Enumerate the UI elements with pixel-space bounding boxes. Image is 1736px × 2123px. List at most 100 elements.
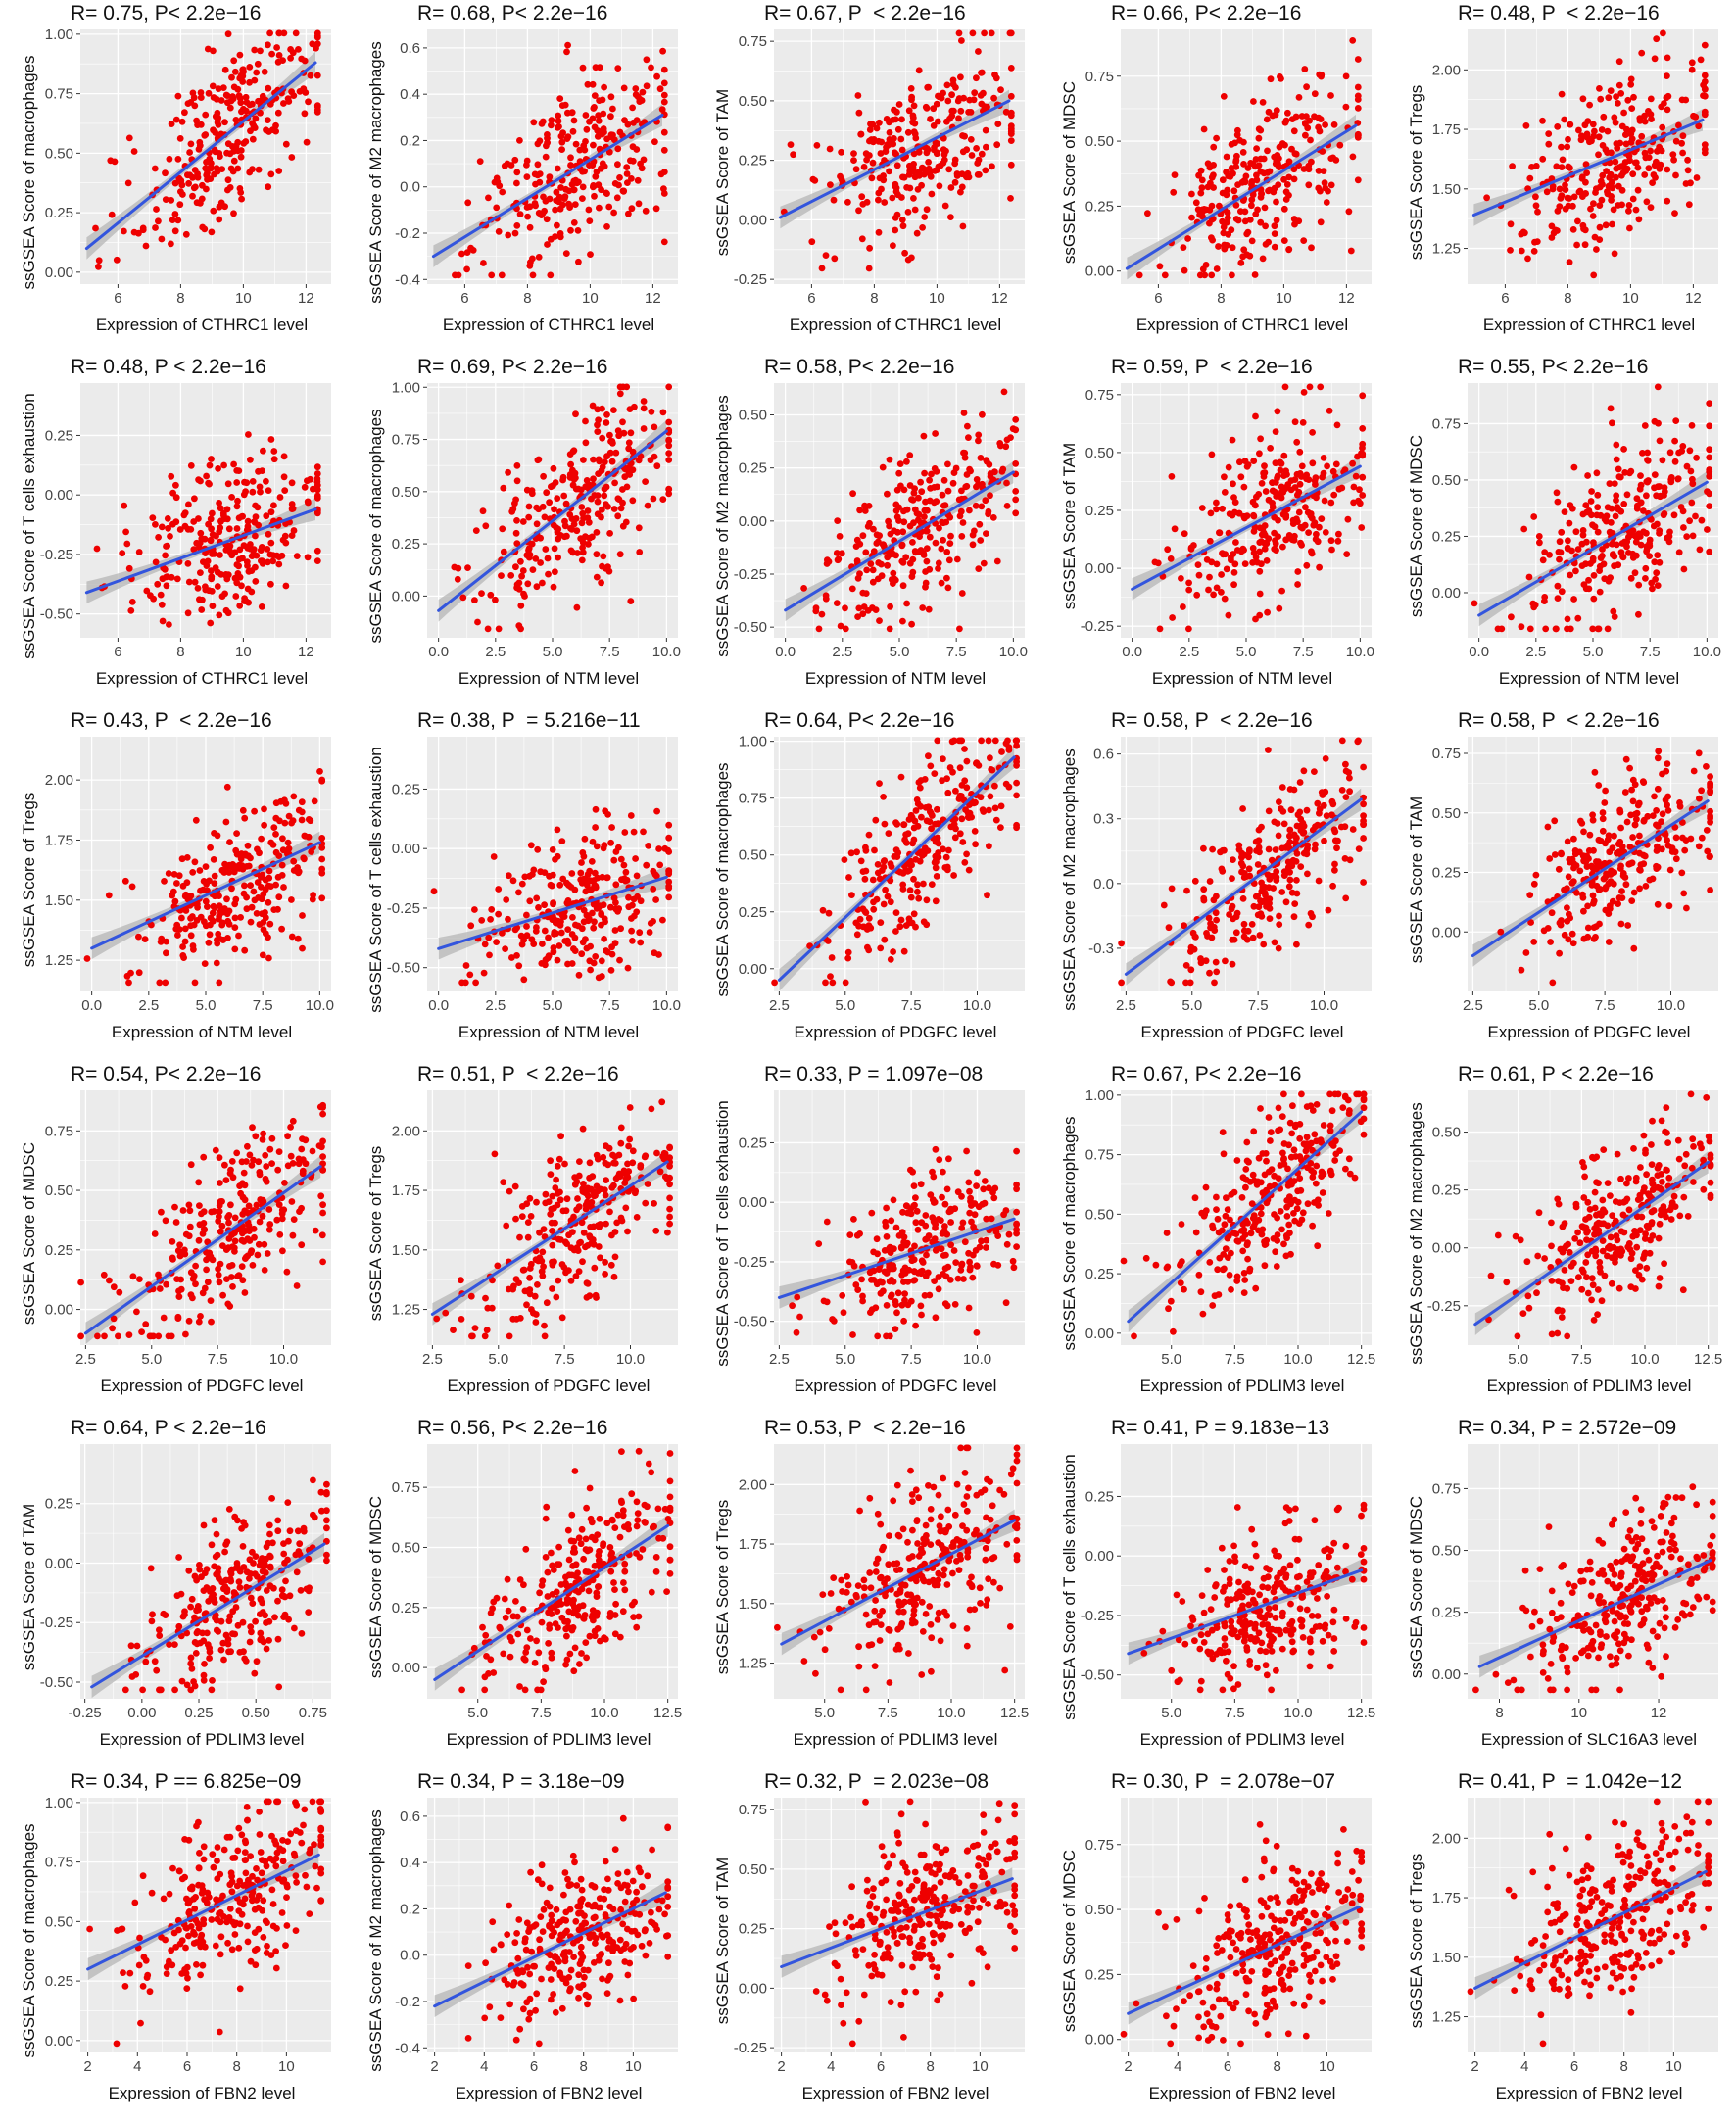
- x-tick-label: 12: [1685, 290, 1702, 307]
- data-point: [879, 541, 887, 548]
- data-point: [1698, 516, 1706, 524]
- data-point: [287, 1124, 294, 1131]
- data-point: [665, 383, 673, 391]
- data-point: [923, 896, 931, 904]
- data-point: [1651, 558, 1659, 566]
- data-point: [554, 826, 561, 834]
- panel-title: R= 0.58, P< 2.2e−16: [764, 356, 955, 378]
- data-point: [1235, 845, 1243, 853]
- data-point: [1583, 852, 1591, 860]
- data-point: [951, 834, 959, 842]
- data-point: [1246, 847, 1253, 855]
- data-point: [1170, 188, 1178, 196]
- data-point: [275, 52, 283, 59]
- data-point: [1156, 625, 1164, 633]
- data-point: [316, 768, 323, 775]
- data-point: [1701, 111, 1709, 119]
- data-point: [898, 146, 906, 154]
- data-point: [1670, 156, 1677, 164]
- data-point: [1164, 546, 1172, 554]
- data-point: [1213, 968, 1221, 976]
- data-point: [1706, 400, 1713, 407]
- data-point: [290, 793, 298, 800]
- data-point: [1687, 835, 1695, 843]
- data-point: [583, 944, 591, 952]
- data-point: [1627, 467, 1635, 475]
- data-point: [1593, 246, 1600, 253]
- data-point: [155, 534, 163, 541]
- data-point: [909, 497, 917, 504]
- data-point: [262, 1151, 269, 1159]
- data-point: [265, 41, 271, 49]
- data-point: [1615, 202, 1622, 209]
- data-point: [1295, 508, 1303, 516]
- data-point: [1292, 858, 1300, 865]
- data-point: [228, 863, 235, 871]
- data-point: [1268, 856, 1276, 864]
- points-layer: [451, 383, 673, 633]
- data-point: [1237, 259, 1245, 266]
- data-point: [1310, 521, 1318, 529]
- data-point: [1707, 807, 1713, 815]
- data-point: [570, 447, 578, 455]
- y-tick-label: -0.25: [734, 566, 767, 583]
- data-point: [623, 170, 631, 177]
- x-tick-label: 10: [235, 290, 252, 307]
- data-point: [235, 92, 243, 99]
- data-point: [569, 914, 576, 921]
- data-point: [1626, 224, 1633, 232]
- data-point: [586, 481, 594, 489]
- data-point: [640, 425, 648, 432]
- data-point: [892, 184, 900, 192]
- data-point: [1554, 498, 1562, 506]
- data-point: [544, 555, 552, 562]
- data-point: [1219, 550, 1226, 556]
- data-point: [892, 150, 899, 158]
- data-point: [1640, 860, 1648, 868]
- data-point: [1286, 786, 1294, 793]
- data-point: [1256, 450, 1263, 458]
- data-point: [207, 515, 215, 523]
- data-point: [1665, 902, 1673, 910]
- data-point: [912, 807, 920, 814]
- data-point: [165, 870, 172, 877]
- data-point: [1704, 847, 1712, 855]
- data-point: [923, 557, 931, 565]
- data-point: [1641, 171, 1649, 178]
- data-point: [542, 961, 549, 969]
- data-point: [1619, 169, 1627, 176]
- data-point: [547, 235, 555, 243]
- data-point: [561, 938, 569, 944]
- data-point: [257, 109, 264, 117]
- data-point: [1329, 467, 1337, 475]
- data-point: [986, 806, 992, 814]
- data-point: [253, 69, 261, 76]
- data-point: [480, 969, 488, 977]
- data-point: [1613, 93, 1619, 101]
- data-point: [582, 417, 589, 425]
- data-point: [261, 68, 268, 75]
- data-point: [1293, 850, 1301, 857]
- data-point: [1569, 878, 1577, 885]
- data-point: [982, 497, 989, 505]
- data-point: [886, 168, 892, 175]
- data-point: [653, 72, 660, 80]
- data-point: [233, 503, 241, 510]
- data-point: [1586, 138, 1593, 146]
- data-point: [1285, 158, 1293, 166]
- data-point: [607, 903, 614, 911]
- data-point: [1185, 586, 1193, 594]
- data-point: [566, 204, 573, 212]
- data-point: [580, 514, 587, 522]
- data-point: [1606, 902, 1614, 909]
- data-point: [1595, 151, 1602, 159]
- data-point: [500, 484, 507, 492]
- data-point: [248, 553, 256, 559]
- data-point: [997, 442, 1004, 450]
- data-point: [1649, 179, 1656, 187]
- data-point: [606, 530, 613, 537]
- data-point: [1651, 55, 1659, 63]
- data-point: [899, 886, 907, 893]
- data-point: [474, 618, 481, 626]
- data-point: [1554, 207, 1562, 215]
